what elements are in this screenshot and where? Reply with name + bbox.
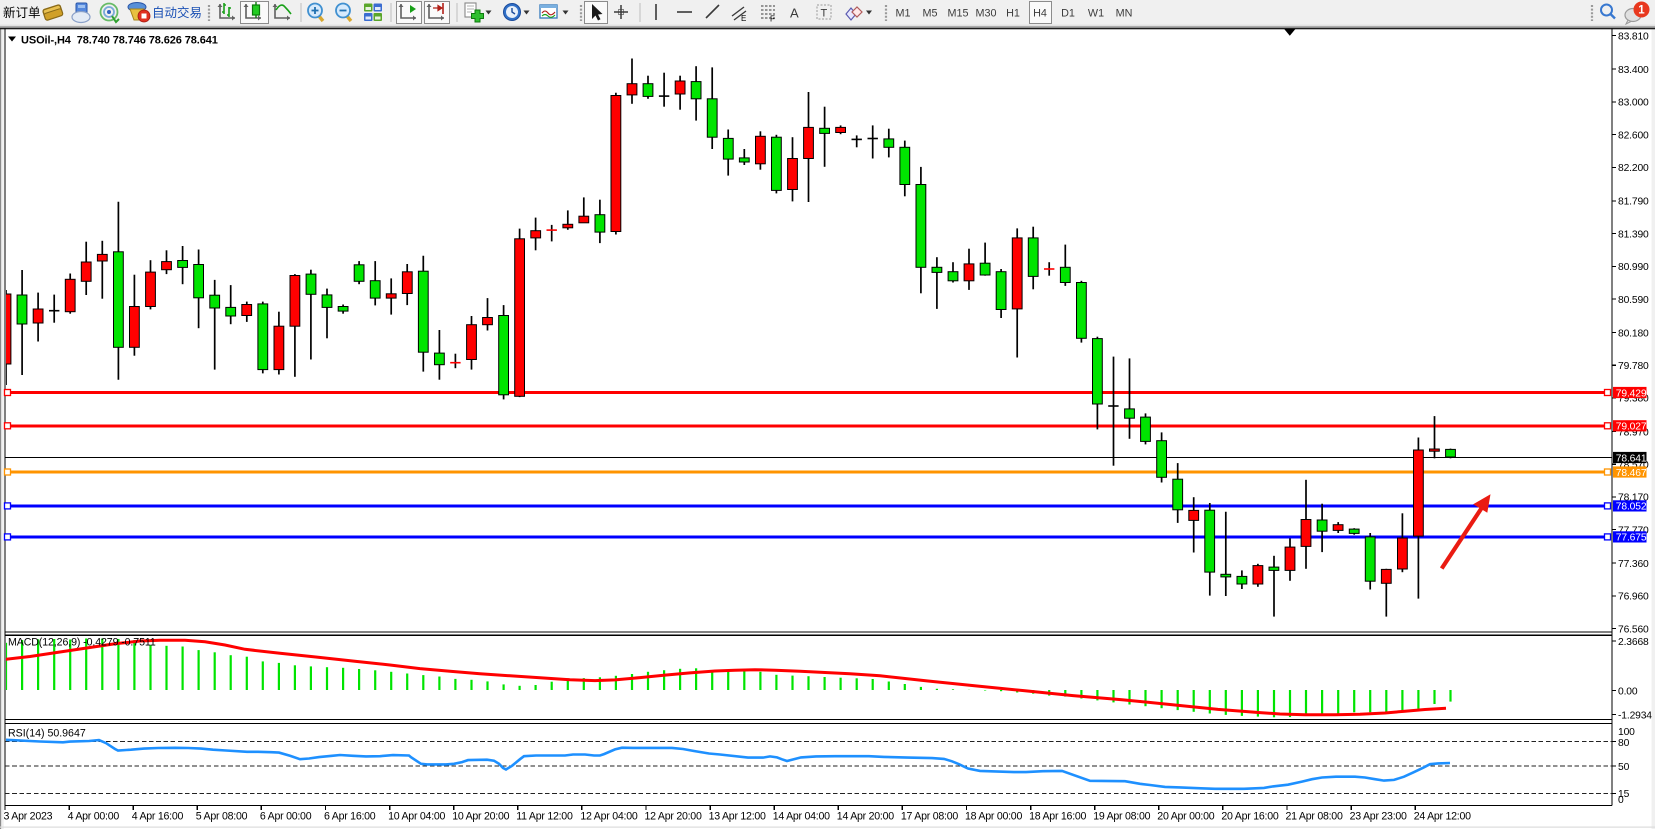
svg-text:82.600: 82.600: [1618, 130, 1649, 141]
svg-text:79.380: 79.380: [1618, 394, 1649, 405]
svg-text:100: 100: [1618, 727, 1635, 738]
svg-text:78.170: 78.170: [1618, 493, 1649, 504]
svg-text:E: E: [741, 14, 746, 23]
svg-text:0.00: 0.00: [1618, 686, 1638, 697]
svg-text:0: 0: [1618, 795, 1624, 806]
svg-text:13 Apr 12:00: 13 Apr 12:00: [709, 810, 766, 822]
svg-text:50: 50: [1618, 762, 1630, 773]
svg-text:76.960: 76.960: [1618, 592, 1649, 603]
svg-text:20 Apr 16:00: 20 Apr 16:00: [1221, 810, 1278, 822]
svg-text:82.200: 82.200: [1618, 163, 1649, 174]
svg-text:M15: M15: [947, 8, 968, 20]
svg-text:自动交易: 自动交易: [152, 5, 202, 20]
svg-text:2.3668: 2.3668: [1618, 637, 1649, 648]
svg-text:24 Apr 12:00: 24 Apr 12:00: [1414, 810, 1471, 822]
svg-text:18 Apr 00:00: 18 Apr 00:00: [965, 810, 1022, 822]
svg-text:76.560: 76.560: [1618, 624, 1649, 635]
svg-text:81.790: 81.790: [1618, 197, 1649, 208]
svg-text:USOil-,H4 78.740 78.746 78.62: USOil-,H4 78.740 78.746 78.626 78.641: [21, 35, 218, 47]
svg-text:6 Apr 16:00: 6 Apr 16:00: [324, 810, 376, 822]
svg-text:5 Apr 08:00: 5 Apr 08:00: [196, 810, 248, 822]
svg-text:11 Apr 12:00: 11 Apr 12:00: [516, 810, 573, 822]
svg-text:D1: D1: [1061, 8, 1075, 20]
svg-text:M1: M1: [896, 8, 911, 20]
svg-text:77.675: 77.675: [1616, 533, 1647, 544]
svg-text:20 Apr 00:00: 20 Apr 00:00: [1157, 810, 1214, 822]
svg-text:78.052: 78.052: [1616, 502, 1647, 513]
svg-text:83.810: 83.810: [1618, 31, 1649, 42]
svg-text:78.970: 78.970: [1618, 427, 1649, 438]
svg-text:21 Apr 08:00: 21 Apr 08:00: [1286, 810, 1343, 822]
svg-text:19 Apr 08:00: 19 Apr 08:00: [1093, 810, 1150, 822]
svg-text:1: 1: [1638, 5, 1645, 17]
svg-text:83.000: 83.000: [1618, 98, 1649, 109]
svg-text:83.400: 83.400: [1618, 65, 1649, 76]
svg-text:MACD(12,26,9) -0.4279 -0.7511: MACD(12,26,9) -0.4279 -0.7511: [8, 637, 156, 649]
svg-text:RSI(14) 50.9647: RSI(14) 50.9647: [8, 728, 86, 740]
svg-text:79.027: 79.027: [1616, 422, 1647, 433]
svg-text:14 Apr 20:00: 14 Apr 20:00: [837, 810, 894, 822]
svg-text:77.360: 77.360: [1618, 559, 1649, 570]
svg-text:15: 15: [1618, 789, 1630, 800]
svg-text:T: T: [821, 8, 828, 20]
svg-text:80: 80: [1618, 738, 1630, 749]
svg-text:80.990: 80.990: [1618, 262, 1649, 273]
svg-text:4 Apr 16:00: 4 Apr 16:00: [132, 810, 184, 822]
svg-text:10 Apr 04:00: 10 Apr 04:00: [388, 810, 445, 822]
svg-text:18 Apr 16:00: 18 Apr 16:00: [1029, 810, 1086, 822]
svg-text:17 Apr 08:00: 17 Apr 08:00: [901, 810, 958, 822]
svg-text:80.590: 80.590: [1618, 295, 1649, 306]
svg-text:-1.2934: -1.2934: [1618, 710, 1652, 721]
svg-text:78.641: 78.641: [1616, 453, 1647, 464]
svg-text:79.780: 79.780: [1618, 361, 1649, 372]
svg-text:3 Apr 2023: 3 Apr 2023: [4, 810, 53, 822]
svg-text:78.570: 78.570: [1618, 460, 1649, 471]
svg-text:14 Apr 04:00: 14 Apr 04:00: [773, 810, 830, 822]
svg-text:80.180: 80.180: [1618, 328, 1649, 339]
svg-text:12 Apr 04:00: 12 Apr 04:00: [580, 810, 637, 822]
svg-text:M30: M30: [975, 8, 996, 20]
svg-text:H1: H1: [1006, 8, 1020, 20]
svg-text:79.429: 79.429: [1616, 388, 1647, 399]
svg-text:4 Apr 00:00: 4 Apr 00:00: [68, 810, 120, 822]
svg-text:A: A: [790, 6, 799, 21]
svg-text:M5: M5: [923, 8, 938, 20]
svg-text:H4: H4: [1033, 8, 1047, 20]
svg-text:77.770: 77.770: [1618, 525, 1649, 536]
svg-text:F: F: [770, 15, 775, 24]
svg-text:78.467: 78.467: [1616, 468, 1647, 479]
svg-text:新订单: 新订单: [3, 5, 41, 20]
svg-text:MN: MN: [1116, 8, 1133, 20]
svg-text:W1: W1: [1088, 8, 1104, 20]
svg-text:6 Apr 00:00: 6 Apr 00:00: [260, 810, 312, 822]
svg-text:10 Apr 20:00: 10 Apr 20:00: [452, 810, 509, 822]
svg-text:81.390: 81.390: [1618, 229, 1649, 240]
svg-text:12 Apr 20:00: 12 Apr 20:00: [645, 810, 702, 822]
svg-text:23 Apr 23:00: 23 Apr 23:00: [1350, 810, 1407, 822]
